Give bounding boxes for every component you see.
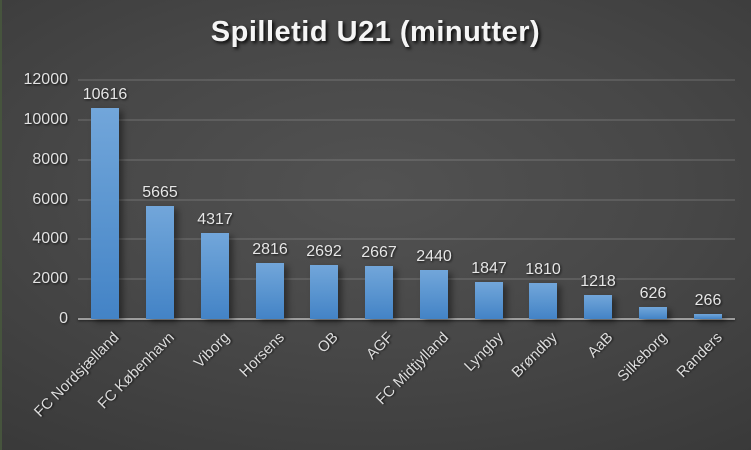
bar-value-label: 266 [694, 292, 722, 309]
category-label: AGF [363, 329, 398, 363]
bar-value-label: 1218 [580, 273, 616, 290]
category-label: OB [314, 329, 343, 357]
category-label: Silkeborg [614, 329, 672, 386]
gridline [78, 278, 735, 281]
y-axis-tick-label: 4000 [32, 230, 68, 248]
bar-value-label: 10616 [82, 86, 128, 103]
bar-value-label: 626 [639, 285, 667, 302]
y-axis-tick-label: 6000 [32, 190, 68, 208]
bar-value-label: 1847 [471, 260, 507, 277]
gridline [78, 158, 735, 161]
bar-value-label: 2816 [252, 241, 288, 258]
category-label: Randers [673, 329, 727, 382]
gridline [78, 238, 735, 241]
bar-value-label: 2440 [416, 248, 452, 265]
bar-value-label: 1810 [525, 261, 561, 278]
bar [310, 265, 338, 319]
bar [529, 283, 557, 319]
bar [91, 108, 119, 319]
bar [146, 206, 174, 319]
category-label: AaB [583, 329, 617, 362]
category-label: Viborg [190, 329, 234, 372]
bar [365, 266, 393, 319]
y-axis-tick-label: 10000 [23, 110, 69, 128]
category-label: Brøndby [508, 329, 562, 382]
y-axis-tick-label: 0 [59, 310, 68, 327]
x-axis-line [78, 318, 735, 320]
chart-title: Spilletid U21 (minutter) [210, 16, 541, 48]
bar-value-label: 2667 [361, 244, 397, 261]
bar-value-label: 2692 [306, 243, 342, 260]
gridline [78, 198, 735, 201]
bar-value-label: 4317 [197, 211, 233, 228]
bar [475, 282, 503, 319]
category-label: Lyngby [461, 329, 508, 375]
y-axis-tick-label: 12000 [23, 71, 69, 88]
y-axis-tick-label: 2000 [32, 270, 68, 288]
bar [256, 263, 284, 319]
y-axis-tick-label: 8000 [32, 150, 68, 168]
left-edge-accent [0, 0, 2, 450]
bar [639, 307, 667, 319]
bar [584, 295, 612, 319]
bar-value-label: 5665 [142, 184, 178, 201]
gridline [78, 118, 735, 121]
bar [201, 233, 229, 319]
bar [420, 270, 448, 319]
category-label: Horsens [236, 329, 289, 381]
bar [694, 314, 722, 319]
gridline [78, 79, 735, 81]
